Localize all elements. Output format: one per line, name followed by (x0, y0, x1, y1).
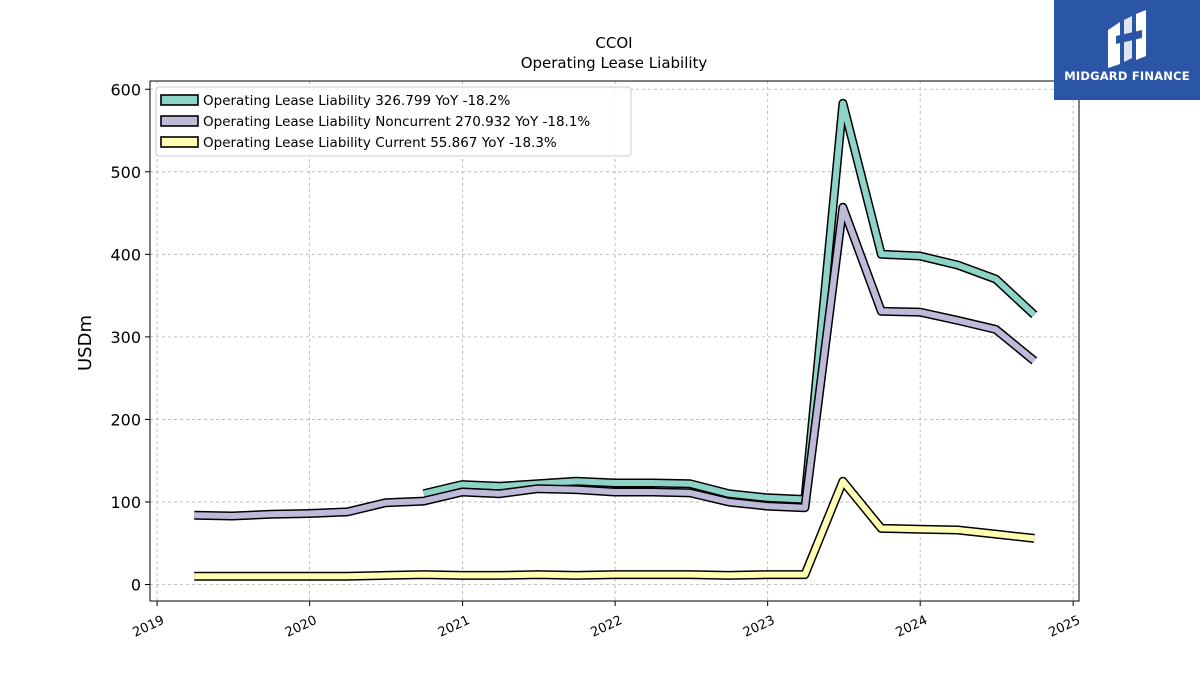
chart-title: CCOI (595, 34, 632, 52)
plot-frame (149, 80, 1080, 602)
y-tick-label: 300 (110, 328, 141, 347)
x-tick-label: 2019 (130, 613, 166, 641)
legend-label: Operating Lease Liability 326.799 YoY -1… (203, 93, 511, 109)
y-tick-label: 100 (110, 493, 141, 512)
y-axis-label: USDm (75, 315, 96, 371)
y-tick-label: 0 (131, 575, 141, 594)
y-tick-label: 600 (110, 80, 141, 99)
y-tick-label: 200 (110, 410, 141, 429)
chart-subtitle: Operating Lease Liability (521, 54, 708, 72)
legend-swatch (160, 94, 199, 106)
legend-label: Operating Lease Liability Current 55.867… (203, 135, 557, 151)
x-tick-label: 2021 (436, 613, 472, 641)
legend-swatch (160, 115, 199, 127)
x-axis: 2019 2020 2021 2022 2023 2024 2025 (130, 601, 1083, 641)
legend: Operating Lease Liability 326.799 YoY -1… (155, 86, 632, 157)
legend-swatch (160, 136, 199, 148)
logo-text: MIDGARD FINANCE (1064, 69, 1190, 83)
series-line (194, 478, 1035, 580)
legend-label: Operating Lease Liability Noncurrent 270… (203, 114, 590, 130)
brand-logo: MIDGARD FINANCE (1054, 0, 1200, 100)
x-tick-label: 2020 (283, 613, 319, 641)
midgard-logo-icon (1108, 10, 1146, 68)
x-tick-label: 2024 (894, 613, 930, 641)
series-line (423, 100, 1037, 503)
y-tick-label: 500 (110, 163, 141, 182)
y-axis: 0 100 200 300 400 500 600 (110, 80, 150, 594)
series-line (194, 204, 1037, 519)
series-outline (422, 98, 1038, 504)
x-tick-label: 2023 (741, 613, 777, 641)
grid (150, 81, 1079, 601)
x-tick-label: 2022 (588, 613, 624, 641)
chart-title-group: CCOI Operating Lease Liability (521, 34, 708, 72)
legend-box (155, 86, 632, 157)
series-layer (194, 98, 1038, 581)
x-tick-label: 2025 (1047, 613, 1083, 641)
y-tick-label: 400 (110, 245, 141, 264)
